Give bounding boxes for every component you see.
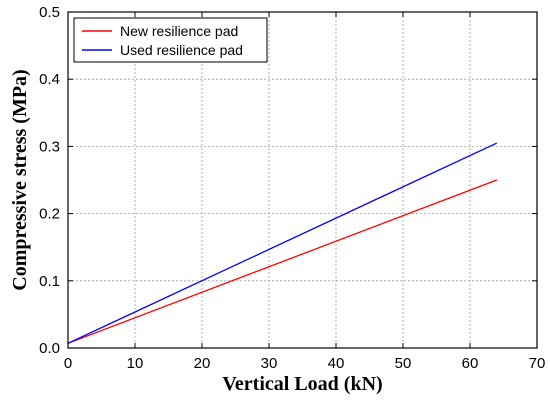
y-tick-label: 0.2 — [39, 206, 60, 223]
x-tick-label: 20 — [194, 355, 211, 372]
y-tick-label: 0.5 — [39, 4, 60, 21]
series-line-used-resilience-pad — [67, 142, 498, 344]
x-axis-title: Vertical Load (kN) — [222, 373, 382, 395]
x-tick-label: 10 — [127, 355, 144, 372]
series-line-new-resilience-pad — [67, 179, 498, 344]
x-tick-label: 40 — [328, 355, 345, 372]
plot-frame — [67, 11, 538, 349]
x-tick-label: 30 — [261, 355, 278, 372]
x-tick-label: 60 — [462, 355, 479, 372]
x-tick-label: 70 — [529, 355, 546, 372]
legend-label-used-resilience-pad: Used resilience pad — [120, 42, 243, 58]
y-axis-title: Compressive stress (MPa) — [9, 69, 31, 290]
grid — [68, 12, 537, 348]
axis-ticks — [67, 11, 538, 349]
y-tick-label: 0.0 — [39, 340, 60, 357]
series-lines — [67, 142, 498, 344]
legend-box — [73, 17, 268, 63]
x-tick-label: 0 — [64, 355, 72, 372]
legend-label-new-resilience-pad: New resilience pad — [120, 23, 238, 39]
x-tick-label: 50 — [395, 355, 412, 372]
y-tick-label: 0.1 — [39, 273, 60, 290]
y-tick-label: 0.3 — [39, 138, 60, 155]
y-tick-label: 0.4 — [39, 71, 60, 88]
legend: New resilience pad Used resilience pad — [73, 17, 268, 63]
x-tick-labels: 0 10 20 30 40 50 60 70 — [64, 355, 546, 372]
y-tick-labels: 0.0 0.1 0.2 0.3 0.4 0.5 — [39, 4, 60, 357]
